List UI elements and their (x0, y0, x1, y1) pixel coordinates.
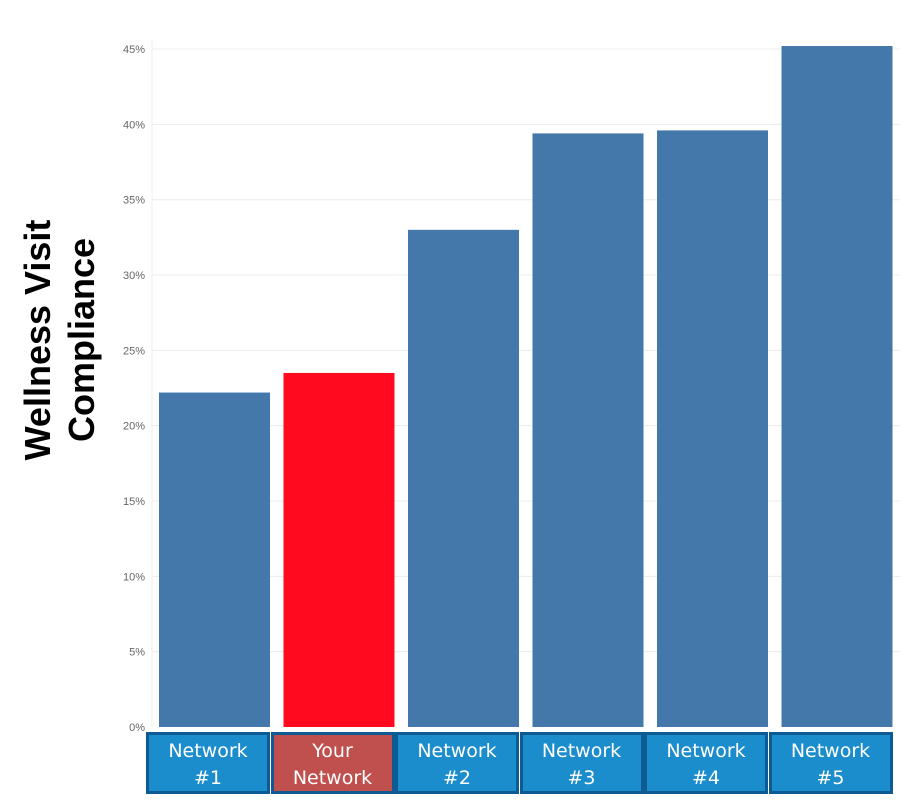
y-tick-label: 10% (123, 571, 145, 583)
category-label-line: Network (292, 767, 373, 789)
category-label-line: Network (790, 740, 871, 762)
category-label-box: Network #3 (519, 732, 644, 794)
y-tick-label: 45% (123, 44, 145, 56)
category-label-line: Network (168, 740, 248, 762)
y-tick-label: 25% (123, 345, 145, 357)
y-tick-label: 35% (123, 195, 145, 207)
category-label-line: Your (312, 740, 353, 762)
category-label-box: Network #4 (644, 732, 768, 794)
category-label-line: #5 (816, 767, 845, 789)
bar (657, 130, 768, 728)
category-label-line: #4 (691, 767, 720, 789)
category-label-box: Network #2 (395, 732, 519, 794)
y-tick-label: 0% (129, 722, 145, 734)
bar (781, 46, 893, 728)
bars (159, 46, 893, 728)
category-label-box: Network #5 (768, 732, 893, 794)
category-label-line: Network (541, 740, 622, 762)
category-label-box: Your Network (270, 732, 395, 794)
category-label-line: #3 (567, 767, 596, 789)
category-label-line: Network (417, 740, 497, 762)
bar (532, 133, 644, 727)
y-axis-title: Wellness Visit Compliance (16, 220, 104, 461)
y-tick-label: 30% (123, 270, 145, 282)
y-axis-title-line-1: Wellness Visit (17, 219, 58, 461)
y-axis-title-line-2: Compliance (61, 237, 102, 443)
category-label-line: #2 (442, 767, 471, 789)
bar (159, 392, 270, 727)
y-tick-label: 5% (129, 647, 145, 659)
bar-your-network (283, 372, 395, 727)
gridlines (151, 40, 900, 727)
category-label-line: #1 (193, 767, 222, 789)
bar (408, 229, 519, 727)
y-axis-ticks: 0% 5% 10% 15% 20% 25% 30% 35% 40% 45% (123, 44, 145, 734)
category-label-line: Network (666, 740, 746, 762)
y-tick-label: 15% (123, 496, 145, 508)
category-label-box: Network #1 (146, 732, 270, 794)
y-tick-label: 40% (123, 119, 145, 131)
y-tick-label: 20% (123, 421, 145, 433)
